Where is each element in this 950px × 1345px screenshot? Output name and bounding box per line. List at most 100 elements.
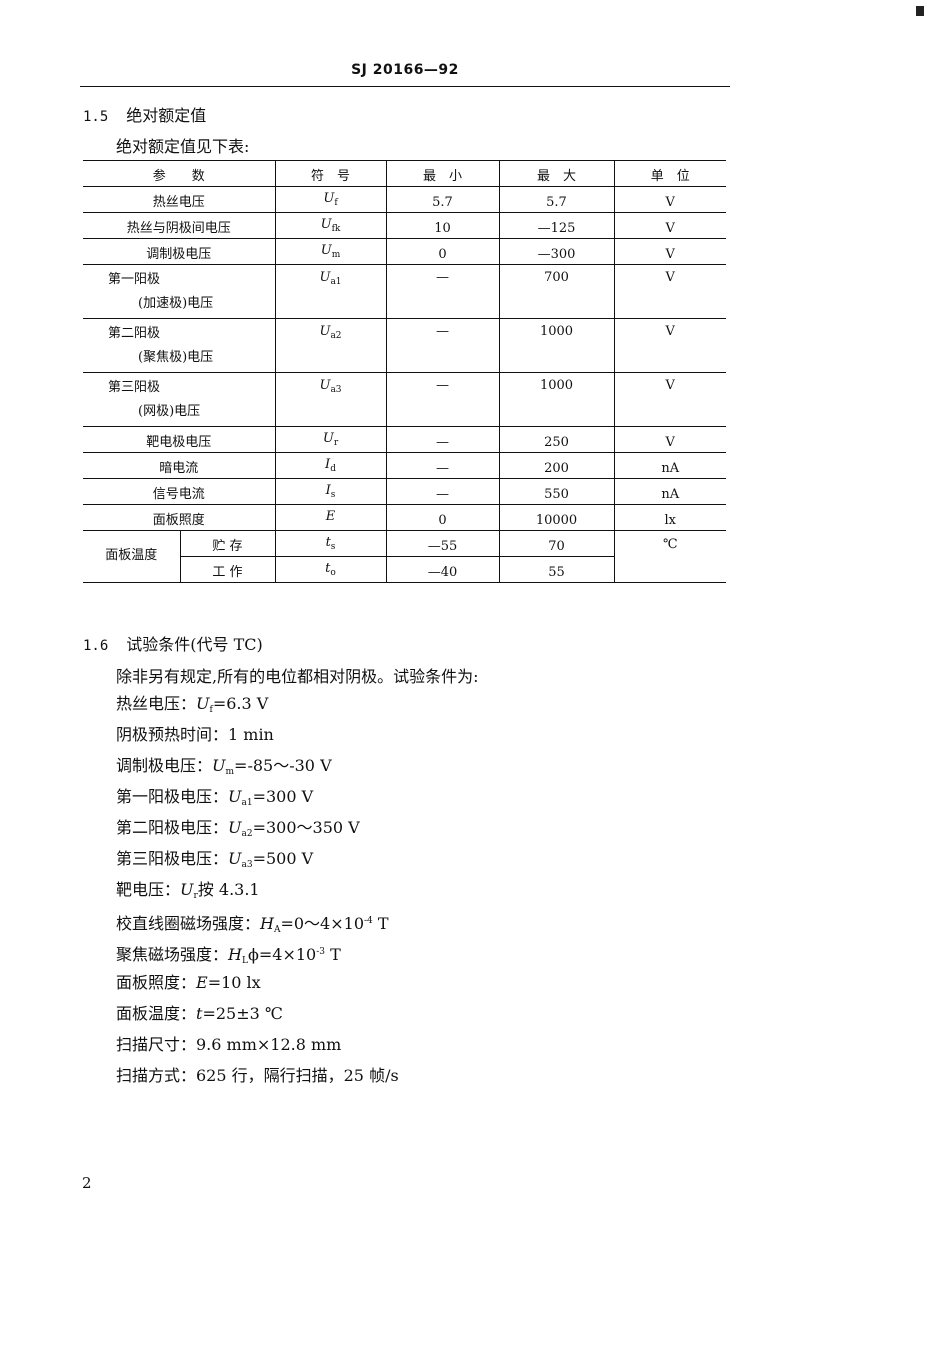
parameter-name: 第二阳极 [108,326,161,341]
symbol-subscript: s [330,490,336,500]
max-cell: 10000 [498,504,615,531]
test-condition-line: 面板照度：E=10 lx [116,973,261,993]
min-cell: —55 [385,530,500,557]
unit-cell: ℃ [613,530,726,583]
condition-text: =500 V [252,849,314,868]
symbol-cell: Ua2 [274,318,387,373]
symbol-subscript: d [330,464,336,474]
symbol: U [322,431,334,446]
symbol-cell: Is [274,478,387,505]
parameter-name: 第三阳极 [108,380,161,395]
min-cell: 5.7 [385,186,500,213]
unit-cell: lx [613,504,726,531]
condition-text: =300～350 V [252,818,360,837]
exponent: -4 [364,916,373,926]
test-condition-line: 第二阳极电压：Ua2=300～350 V [116,818,360,844]
symbol-subscript: A [273,925,281,935]
symbol-cell: Ur [274,426,387,453]
max-cell: —125 [498,212,615,239]
symbol: U [180,880,194,899]
section-title: 试验条件(代号 TC) [126,635,263,654]
max-cell: 55 [498,556,614,583]
symbol: U [320,243,332,258]
parameter-name: 热丝电压 [152,195,205,210]
min-cell: — [385,372,500,427]
symbol-subscript: f [209,705,213,715]
symbol: U [319,324,331,339]
symbol: t [196,1004,203,1023]
condition-text: 阴极预热时间：1 min [116,725,274,744]
symbol: U [212,756,226,775]
symbol: U [228,849,242,868]
symbol-subscript: fk [331,224,341,234]
symbol-cell: Id [274,452,387,479]
unit-cell: V [613,372,726,427]
parameter-name: 暗电流 [159,461,199,476]
test-condition-line: 第一阳极电压：Ua1=300 V [116,787,313,813]
condition-text: 热丝电压： [116,694,197,713]
absolute-ratings-table: 参 数符 号最 小最 大单 位热丝电压 Uf 5.7 5.7 V 热丝与阴极间电压 Ufk 1… [83,160,726,583]
condition-text: 第三阳极电压： [116,849,229,868]
column-header: 单 位 [613,160,726,187]
condition-text: =300 V [252,787,314,806]
condition-text: =10 lx [207,973,261,992]
table-row: 信号电流 Is —550 nA [83,478,726,505]
symbol-cell: Ua3 [274,372,387,427]
symbol-cell: ts [274,530,387,557]
column-header: 最 小 [385,160,500,187]
condition-text: 扫描方式：625 行，隔行扫描，25 帧/s [116,1066,399,1085]
max-cell: 250 [498,426,615,453]
symbol-subscript: r [193,891,198,901]
section-title: 绝对额定值 [126,106,207,125]
section-number: 1.5 [83,109,109,125]
column-header: 最 大 [498,160,615,187]
header-rule [80,86,730,87]
symbol-subscript: a2 [330,331,342,341]
symbol: U [196,694,210,713]
max-cell: 550 [498,478,615,505]
document-header: SJ 20166—92 [351,62,459,78]
min-cell: — [385,478,500,505]
symbol: U [228,818,242,837]
condition-text: 扫描尺寸：9.6 mm×12.8 mm [116,1035,342,1054]
condition-text: =25±3 ℃ [202,1004,283,1023]
unit-cell: V [613,238,726,265]
condition-cell: 贮 存 [179,530,276,557]
symbol: t [325,561,331,576]
parameter-name: 调制极电压 [146,247,212,262]
min-cell: 0 [385,238,500,265]
symbol: U [319,378,331,393]
condition-text: T [372,914,389,933]
section-1-6-heading: 1.6 试验条件(代号 TC) [83,631,263,655]
condition-text: =-85～-30 V [234,756,332,775]
symbol-cell: E [274,504,387,531]
table-row: 暗电流 Id —200 nA [83,452,726,479]
condition-text: 按 4.3.1 [197,880,260,899]
test-condition-line: 扫描尺寸：9.6 mm×12.8 mm [116,1035,341,1055]
unit-cell: nA [613,478,726,505]
test-condition-line: 热丝电压：Uf=6.3 V [116,694,268,720]
max-cell: 1000 [498,318,615,373]
section-1-5-heading: 1.5 绝对额定值 [83,102,206,126]
condition-cell: 工 作 [180,556,276,583]
parameter-cell: 面板温度 [83,530,181,583]
max-cell: 700 [498,264,615,319]
table-row: 热丝与阴极间电压 Ufk 10 —125 V [83,212,726,239]
table-row: 第二阳极 (聚焦极)电压 Ua2—1000 V [83,318,726,373]
parameter-name: 靶电极电压 [146,435,212,450]
symbol: H [228,945,242,964]
min-cell: — [385,318,500,373]
exponent: -3 [316,947,325,957]
symbol-subscript: a1 [330,277,342,287]
table-header-row: 参 数符 号最 小最 大单 位 [83,160,726,187]
symbol-subscript: L [241,956,248,966]
test-condition-line: 阴极预热时间：1 min [116,725,274,745]
symbol-subscript: a3 [330,385,342,395]
condition-text: 第二阳极电压： [116,818,229,837]
unit-cell: V [613,186,726,213]
parameter-cell: 第二阳极 (聚焦极)电压 [83,318,276,373]
test-condition-line: 调制极电压：Um=-85～-30 V [116,756,332,782]
symbol: E [325,509,336,524]
parameter-cell: 第一阳极 (加速极)电压 [83,264,276,319]
